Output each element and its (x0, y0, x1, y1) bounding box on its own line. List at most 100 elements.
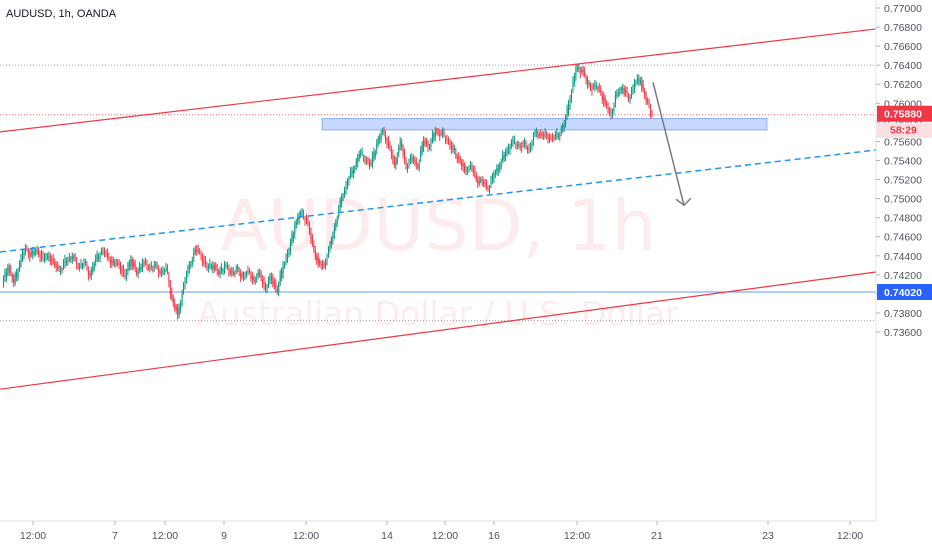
candle-body (246, 273, 248, 275)
candle-body (547, 136, 549, 140)
candle-body (46, 255, 48, 257)
price-tick-label: 0.74800 (884, 213, 922, 225)
candle-body (554, 134, 556, 136)
candle-body (499, 165, 501, 171)
trend-drawings[interactable] (0, 28, 877, 390)
candle-body (155, 263, 157, 266)
candle-body (575, 68, 577, 77)
candle-body (405, 160, 407, 168)
candle-body (3, 278, 4, 285)
candle-body (165, 267, 167, 269)
candle-body (377, 138, 379, 144)
zone-rectangle[interactable] (321, 118, 768, 131)
candle-body (601, 94, 603, 100)
candle-body (80, 264, 82, 266)
candle-body (448, 139, 450, 142)
support-zone[interactable] (321, 118, 768, 131)
candle-body (513, 140, 515, 142)
candle-body (224, 265, 226, 270)
candle-body (311, 237, 313, 245)
candle-body (629, 98, 631, 100)
candle-body (177, 308, 179, 315)
candle-body (351, 169, 353, 174)
candle-body (355, 161, 357, 166)
candle-body (648, 102, 650, 105)
channel-upper-trendline[interactable] (0, 28, 877, 133)
candle-body (145, 261, 147, 263)
candle-body (398, 147, 400, 154)
candle-body (67, 260, 69, 262)
candle-body (598, 87, 600, 89)
candlestick-series (2, 64, 653, 320)
price-tick-label: 0.76200 (884, 79, 922, 91)
candle-body (49, 255, 51, 262)
candle-body (522, 143, 524, 145)
candle-body (51, 258, 53, 262)
candle-body (55, 265, 57, 268)
candle-body (19, 263, 21, 270)
candle-body (237, 267, 239, 270)
candle-body (541, 133, 543, 136)
candle-body (472, 168, 474, 173)
time-tick-label: 7 (112, 530, 118, 542)
candle-body (639, 80, 641, 83)
candle-body (348, 179, 350, 182)
candle-body (162, 271, 164, 273)
candle-body (566, 108, 568, 116)
candle-body (595, 86, 597, 88)
time-axis[interactable]: 12:00 7 12:00 9 12:00 14 12:00 16 12:00 21 23 12:00 (20, 521, 863, 542)
candle-body (497, 168, 499, 171)
level-price-label: 0.74020 (884, 287, 922, 299)
candle-body (506, 149, 508, 153)
candle-body (383, 130, 385, 133)
watermark-symbol: AUDUSD, 1h (220, 185, 656, 267)
channel-midline-dashed[interactable] (0, 149, 877, 253)
candle-body (443, 133, 445, 135)
candle-body (273, 281, 275, 286)
candle-body (250, 274, 252, 278)
candle-body (99, 256, 101, 258)
candle-body (171, 290, 173, 299)
candle-body (197, 249, 199, 251)
price-tick-label: 0.75600 (884, 136, 922, 148)
candle-body (390, 149, 392, 156)
candle-body (289, 242, 291, 252)
candle-body (407, 167, 409, 169)
candle-body (631, 92, 633, 96)
candle-body (244, 277, 246, 279)
candle-body (4, 272, 6, 278)
projection-arrow-line[interactable] (652, 82, 685, 206)
candle-body (399, 141, 401, 146)
symbol-title[interactable]: AUDUSD, 1h, OANDA (6, 8, 117, 20)
price-tick-label: 0.74600 (884, 232, 922, 244)
candle-body (532, 136, 534, 141)
candle-body (48, 255, 50, 257)
candle-body (609, 109, 611, 113)
candle-body (576, 67, 578, 69)
candle-body (300, 212, 302, 216)
candle-body (616, 92, 618, 97)
candle-body (633, 83, 635, 89)
candle-body (124, 272, 126, 277)
candle-body (430, 142, 432, 148)
candle-body (172, 298, 174, 303)
candle-body (77, 266, 79, 268)
candle-body (209, 264, 211, 266)
candle-body (471, 165, 473, 169)
candle-body (74, 256, 76, 258)
candle-body (32, 251, 34, 255)
candle-body (63, 262, 65, 267)
candle-body (54, 261, 56, 266)
candle-body (218, 272, 220, 274)
candle-body (23, 252, 25, 257)
candle-body (328, 248, 329, 255)
candle-body (183, 285, 185, 293)
projection-arrow-head[interactable] (675, 197, 692, 207)
time-tick-label: 23 (762, 530, 774, 542)
price-axis[interactable]: 0.770000.768000.766000.764000.762000.760… (876, 3, 922, 339)
channel-lower-trendline[interactable] (0, 271, 877, 390)
candle-body (505, 152, 507, 157)
candle-body (341, 197, 343, 203)
candle-body (644, 90, 646, 96)
